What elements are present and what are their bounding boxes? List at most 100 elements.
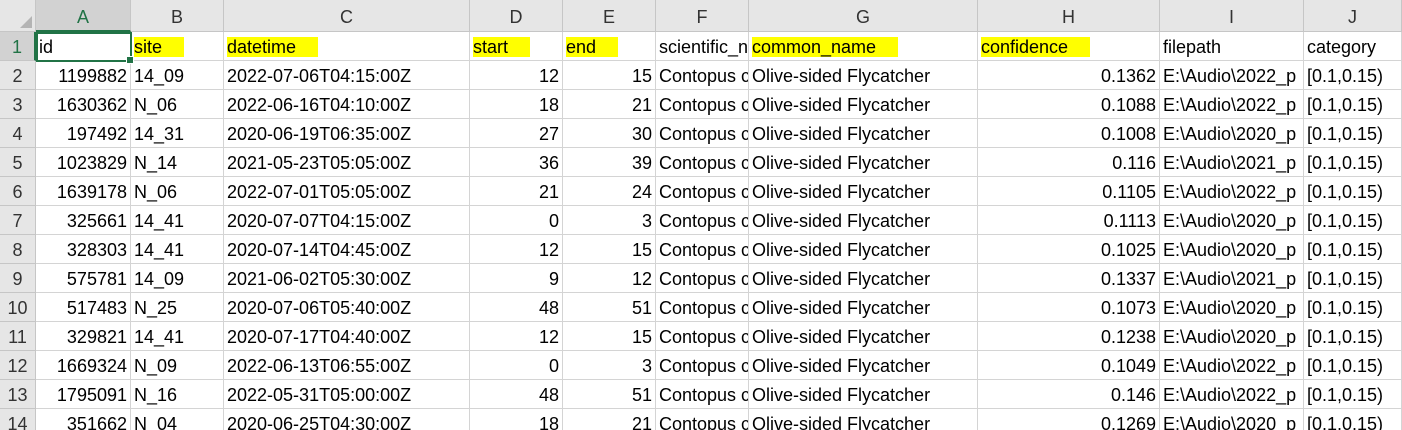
cell-b10[interactable]: N_25: [131, 293, 224, 322]
cell-b4[interactable]: 14_31: [131, 119, 224, 148]
cell-a14[interactable]: 351662: [36, 409, 131, 430]
cell-i3[interactable]: E:\Audio\2022_p: [1160, 90, 1304, 119]
cell-i11[interactable]: E:\Audio\2020_p: [1160, 322, 1304, 351]
cell-g3[interactable]: Olive-sided Flycatcher: [749, 90, 978, 119]
column-header-c[interactable]: C: [224, 0, 470, 32]
cell-e8[interactable]: 15: [563, 235, 656, 264]
cell-f13[interactable]: Contopus c: [656, 380, 749, 409]
column-header-b[interactable]: B: [131, 0, 224, 32]
cell-g8[interactable]: Olive-sided Flycatcher: [749, 235, 978, 264]
cell-j10[interactable]: [0.1,0.15): [1304, 293, 1402, 322]
cell-a7[interactable]: 325661: [36, 206, 131, 235]
cell-b3[interactable]: N_06: [131, 90, 224, 119]
cell-j6[interactable]: [0.1,0.15): [1304, 177, 1402, 206]
cell-g7[interactable]: Olive-sided Flycatcher: [749, 206, 978, 235]
column-header-d[interactable]: D: [470, 0, 563, 32]
cell-a4[interactable]: 197492: [36, 119, 131, 148]
cell-j11[interactable]: [0.1,0.15): [1304, 322, 1402, 351]
cell-g11[interactable]: Olive-sided Flycatcher: [749, 322, 978, 351]
cell-f14[interactable]: Contopus c: [656, 409, 749, 430]
cell-e10[interactable]: 51: [563, 293, 656, 322]
cell-i4[interactable]: E:\Audio\2020_p: [1160, 119, 1304, 148]
cell-h13[interactable]: 0.146: [978, 380, 1160, 409]
cell-e9[interactable]: 12: [563, 264, 656, 293]
cell-j8[interactable]: [0.1,0.15): [1304, 235, 1402, 264]
cell-a5[interactable]: 1023829: [36, 148, 131, 177]
cell-h12[interactable]: 0.1049: [978, 351, 1160, 380]
cell-h14[interactable]: 0.1269: [978, 409, 1160, 430]
row-header-6[interactable]: 6: [0, 177, 36, 206]
cell-d3[interactable]: 18: [470, 90, 563, 119]
cell-g9[interactable]: Olive-sided Flycatcher: [749, 264, 978, 293]
column-header-e[interactable]: E: [563, 0, 656, 32]
cell-a11[interactable]: 329821: [36, 322, 131, 351]
cell-c2[interactable]: 2022-07-06T04:15:00Z: [224, 61, 470, 90]
cell-c9[interactable]: 2021-06-02T05:30:00Z: [224, 264, 470, 293]
header-cell-a[interactable]: id: [36, 32, 131, 61]
cell-f8[interactable]: Contopus c: [656, 235, 749, 264]
header-cell-i[interactable]: filepath: [1160, 32, 1304, 61]
cell-d10[interactable]: 48: [470, 293, 563, 322]
cell-h7[interactable]: 0.1113: [978, 206, 1160, 235]
row-header-9[interactable]: 9: [0, 264, 36, 293]
cell-b2[interactable]: 14_09: [131, 61, 224, 90]
row-header-14[interactable]: 14: [0, 409, 36, 430]
cell-c3[interactable]: 2022-06-16T04:10:00Z: [224, 90, 470, 119]
cell-d4[interactable]: 27: [470, 119, 563, 148]
cell-b12[interactable]: N_09: [131, 351, 224, 380]
cell-c10[interactable]: 2020-07-06T05:40:00Z: [224, 293, 470, 322]
cell-b14[interactable]: N_04: [131, 409, 224, 430]
cell-g5[interactable]: Olive-sided Flycatcher: [749, 148, 978, 177]
cell-h6[interactable]: 0.1105: [978, 177, 1160, 206]
cell-h4[interactable]: 0.1008: [978, 119, 1160, 148]
cell-h9[interactable]: 0.1337: [978, 264, 1160, 293]
row-header-7[interactable]: 7: [0, 206, 36, 235]
cell-a9[interactable]: 575781: [36, 264, 131, 293]
column-header-f[interactable]: F: [656, 0, 749, 32]
cell-g10[interactable]: Olive-sided Flycatcher: [749, 293, 978, 322]
column-header-i[interactable]: I: [1160, 0, 1304, 32]
cell-c12[interactable]: 2022-06-13T06:55:00Z: [224, 351, 470, 380]
cell-i2[interactable]: E:\Audio\2022_p: [1160, 61, 1304, 90]
header-cell-g[interactable]: common_name: [749, 32, 978, 61]
column-header-a[interactable]: A: [36, 0, 131, 32]
column-header-j[interactable]: J: [1304, 0, 1402, 32]
cell-e4[interactable]: 30: [563, 119, 656, 148]
cell-f10[interactable]: Contopus c: [656, 293, 749, 322]
row-header-1[interactable]: 1: [0, 32, 36, 61]
cell-f6[interactable]: Contopus c: [656, 177, 749, 206]
cell-g4[interactable]: Olive-sided Flycatcher: [749, 119, 978, 148]
row-header-4[interactable]: 4: [0, 119, 36, 148]
cell-f4[interactable]: Contopus c: [656, 119, 749, 148]
cell-f9[interactable]: Contopus c: [656, 264, 749, 293]
cell-j2[interactable]: [0.1,0.15): [1304, 61, 1402, 90]
header-cell-b[interactable]: site: [131, 32, 224, 61]
cell-b6[interactable]: N_06: [131, 177, 224, 206]
cell-i9[interactable]: E:\Audio\2021_p: [1160, 264, 1304, 293]
cell-g2[interactable]: Olive-sided Flycatcher: [749, 61, 978, 90]
header-cell-j[interactable]: category: [1304, 32, 1402, 61]
cell-i7[interactable]: E:\Audio\2020_p: [1160, 206, 1304, 235]
cell-i5[interactable]: E:\Audio\2021_p: [1160, 148, 1304, 177]
row-header-13[interactable]: 13: [0, 380, 36, 409]
cell-f3[interactable]: Contopus c: [656, 90, 749, 119]
header-cell-h[interactable]: confidence: [978, 32, 1160, 61]
cell-g12[interactable]: Olive-sided Flycatcher: [749, 351, 978, 380]
cell-j4[interactable]: [0.1,0.15): [1304, 119, 1402, 148]
cell-a2[interactable]: 1199882: [36, 61, 131, 90]
cell-e3[interactable]: 21: [563, 90, 656, 119]
cell-a12[interactable]: 1669324: [36, 351, 131, 380]
row-header-8[interactable]: 8: [0, 235, 36, 264]
cell-h5[interactable]: 0.116: [978, 148, 1160, 177]
cell-f11[interactable]: Contopus c: [656, 322, 749, 351]
header-cell-e[interactable]: end: [563, 32, 656, 61]
cell-h2[interactable]: 0.1362: [978, 61, 1160, 90]
row-header-12[interactable]: 12: [0, 351, 36, 380]
cell-d11[interactable]: 12: [470, 322, 563, 351]
row-header-11[interactable]: 11: [0, 322, 36, 351]
cell-b11[interactable]: 14_41: [131, 322, 224, 351]
cell-b7[interactable]: 14_41: [131, 206, 224, 235]
cell-c5[interactable]: 2021-05-23T05:05:00Z: [224, 148, 470, 177]
cell-d8[interactable]: 12: [470, 235, 563, 264]
cell-j14[interactable]: [0.1,0.15): [1304, 409, 1402, 430]
